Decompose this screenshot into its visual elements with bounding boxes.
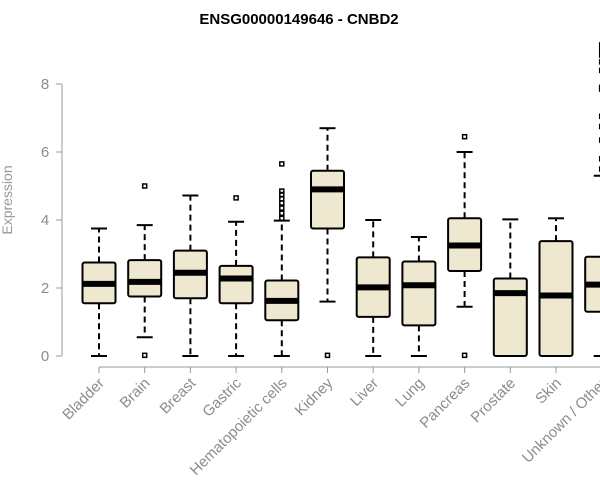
x-tick-label: Liver [347,375,382,410]
box-skin [538,217,574,357]
x-tick-label: Brain [117,375,154,412]
y-tick-label: 2 [41,280,49,297]
outlier-point [141,183,148,189]
outlier-point [279,205,285,211]
box-prostate [492,218,528,358]
outlier-point [279,188,285,194]
y-tick-label: 4 [41,212,49,229]
x-tick-label: Skin [532,375,565,408]
box-lung [401,236,437,357]
outlier-point [324,352,331,359]
outlier-point [279,196,285,202]
box-iqr [310,169,345,230]
outlier-point [141,352,148,359]
x-tick-label: Kidney [292,374,337,419]
x-tick-label: Breast [157,374,200,417]
box-bladder [81,227,117,357]
x-tick-label: Prostate [468,375,520,427]
x-tick-label: Bladder [59,375,108,424]
box-breast [172,194,208,357]
x-tick-label: Pancreas [417,375,474,432]
outlier-point [461,133,468,140]
x-tick-label: Lung [392,375,428,411]
box-liver [355,219,391,357]
outlier-point [461,352,468,359]
box-iqr [127,259,163,298]
box-iqr [401,260,437,327]
outlier-point [279,210,285,216]
y-tick-label: 6 [41,144,49,161]
box-iqr [218,264,254,305]
boxes-group [81,42,600,359]
y-axis: 0 2 4 6 8 [41,76,63,365]
y-axis-label: Expression [0,165,15,234]
chart-title: ENSG00000149646 - CNBD2 [199,11,398,28]
outlier-point [233,195,239,201]
box-unknown-other [584,42,600,357]
x-tick-label: Gastric [199,374,245,420]
y-tick-label: 0 [41,348,49,365]
box-gastric [218,195,254,357]
box-iqr [492,277,528,358]
box-kidney [310,127,345,359]
box-brain [127,183,163,359]
y-tick-label: 8 [41,76,49,93]
box-iqr [538,240,574,357]
box-hematopoietic-cells [264,161,300,357]
outlier-point [279,215,285,222]
outlier-point [279,161,285,167]
box-pancreas [447,133,483,359]
